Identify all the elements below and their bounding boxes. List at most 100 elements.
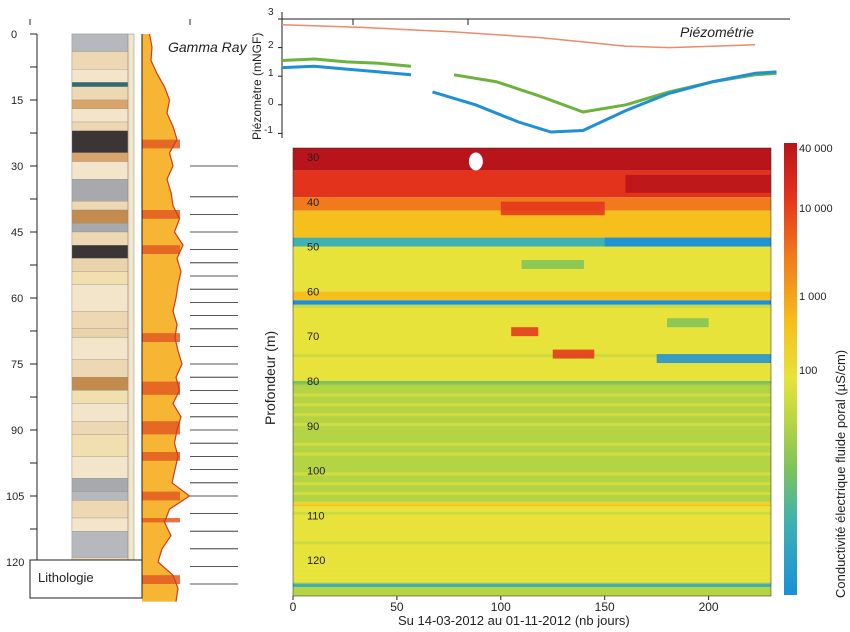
conductivity-streak <box>293 393 771 397</box>
depth-tick-45: 45 <box>11 227 23 239</box>
depth-tick-0: 0 <box>11 29 17 41</box>
lithology-layer <box>71 337 129 360</box>
lithology-layer <box>71 69 129 83</box>
lithology-layer <box>71 271 129 285</box>
colorbar-tick-40000: 40 000 <box>799 143 833 155</box>
lithology-layer <box>71 99 129 109</box>
gamma-ray-fill <box>142 34 190 602</box>
conductivity-band <box>293 237 771 247</box>
piezo-tick-1: 1 <box>268 68 274 79</box>
lithology-layer <box>71 130 129 153</box>
depth-tick-60: 60 <box>11 293 23 305</box>
conductivity-streak <box>293 363 771 367</box>
lithology-layer <box>71 179 129 202</box>
conductivity-streak <box>293 403 771 407</box>
conductivity-streak <box>293 580 771 584</box>
lithology-layer <box>71 517 129 532</box>
heatmap-x-tick-label: 100 <box>491 600 511 614</box>
conductivity-patch <box>667 318 709 328</box>
gamma-ray-curve <box>148 33 191 602</box>
lithology-layer <box>71 284 129 312</box>
colorbar-tick-100: 100 <box>799 365 817 377</box>
gamma-ray-high-band <box>142 245 180 254</box>
heatmap-y-tick-label: 60 <box>307 286 319 298</box>
lithology-layer <box>71 403 129 422</box>
conductivity-streak <box>293 452 771 456</box>
lithology-layer <box>71 51 129 70</box>
lithology-layer <box>71 231 129 246</box>
conductivity-patch <box>604 237 771 247</box>
conductivity-patch <box>511 327 539 337</box>
piezo-series-line <box>281 57 412 68</box>
conductivity-streak <box>293 472 771 476</box>
conductivity-streak <box>293 373 771 377</box>
conductivity-streak <box>293 492 771 496</box>
lithology-layer <box>71 33 129 52</box>
lithology-layer <box>71 223 129 233</box>
lithology-layer <box>71 209 129 224</box>
piezo-title: Piézométrie <box>680 24 754 40</box>
piezo-series-line <box>432 70 777 134</box>
gamma-ray-label: Gamma Ray <box>168 39 248 55</box>
conductivity-streak <box>293 304 771 308</box>
depth-tick-30: 30 <box>11 161 23 173</box>
lithology-layer <box>71 108 129 123</box>
colorbar-tick-1000: 1 000 <box>799 291 827 303</box>
conductivity-heatmap <box>293 148 771 596</box>
conductivity-panel: 0 50 100 150 200 30 40 50 60 70 80 90 100 110 120 Prof… <box>262 143 848 628</box>
conductivity-streak <box>293 521 771 525</box>
piezo-tick-3: 3 <box>268 7 274 18</box>
depth-tick-90: 90 <box>11 425 23 437</box>
lithology-layer <box>71 377 129 391</box>
piezo-series-line <box>281 64 412 77</box>
lithology-layer <box>71 500 129 519</box>
heatmap-frame <box>292 147 772 597</box>
lithology-layer <box>71 311 129 329</box>
lithology-layer <box>71 421 129 435</box>
gamma-ray-high-band <box>142 452 180 461</box>
piezo-tick-minus-1: -1 <box>264 125 273 136</box>
gamma-ray-high-band <box>142 210 180 219</box>
heatmap-y-tick-label: 110 <box>307 510 325 522</box>
conductivity-patch <box>625 174 771 193</box>
lithology-column <box>71 33 135 572</box>
lithology-layer <box>71 434 129 457</box>
heatmap-x-tick-label: 150 <box>595 600 615 614</box>
heatmap-y-tick-label: 70 <box>307 331 319 343</box>
lithology-layer <box>71 161 129 180</box>
heatmap-xlabel: Su 14-03-2012 au 01-11-2012 (nb jours) <box>398 613 630 628</box>
lithology-layer <box>71 152 129 162</box>
gamma-ray-high-band <box>142 139 180 149</box>
conductivity-streak <box>293 324 771 328</box>
conductivity-band <box>293 587 771 596</box>
heatmap-ylabel: Profondeur (m) <box>262 331 278 425</box>
heatmap-x-tick-label: 0 <box>290 600 297 614</box>
heatmap-y-tick-label: 90 <box>307 421 319 433</box>
gamma-ray-high-band <box>142 333 180 342</box>
conductivity-streak <box>293 541 771 545</box>
lithology-layer <box>71 245 129 259</box>
conductivity-streak <box>293 344 771 348</box>
lithology-layer <box>71 491 129 501</box>
colorbar-ramp <box>784 143 797 595</box>
conductivity-streak <box>293 413 771 417</box>
gamma-ray-high-band <box>142 575 180 584</box>
piezo-series <box>281 23 777 134</box>
lithology-layer <box>71 390 129 404</box>
conductivity-streak <box>293 383 771 387</box>
conductivity-band <box>293 148 771 171</box>
colorbar-tick-10000: 10 000 <box>799 203 833 215</box>
depth-tick-15: 15 <box>11 95 23 107</box>
lithology-layer <box>71 258 129 272</box>
heatmap-y-tick-label: 50 <box>307 242 319 254</box>
conductivity-gap <box>468 152 483 171</box>
conductivity-streak <box>293 354 771 358</box>
heatmap-y-tick-label: 80 <box>307 376 319 388</box>
heatmap-y-tick-label: 30 <box>307 152 319 164</box>
lithology-layer <box>71 531 129 558</box>
conductivity-patch <box>552 349 595 359</box>
piezo-series-line <box>281 23 756 49</box>
lithology-layer <box>71 456 129 479</box>
heatmap-x-tick-label: 200 <box>699 600 719 614</box>
depth-axis: 0 15 30 45 60 75 90 105 120 <box>6 29 38 598</box>
